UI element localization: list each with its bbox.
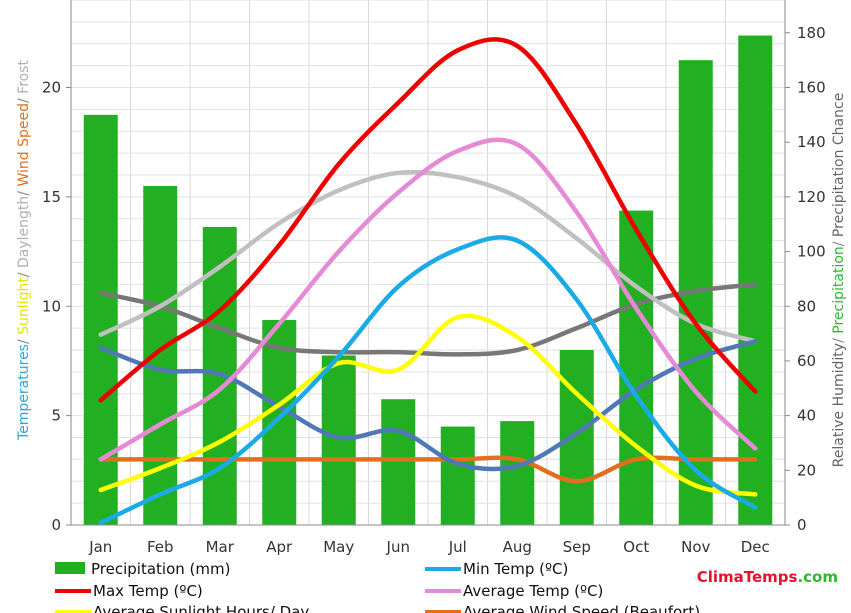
legend: Precipitation (mm) Min Temp (ºC) Max Temp … — [55, 560, 700, 613]
unlabeled-line — [98, 282, 758, 357]
precipitation-bar — [738, 35, 773, 525]
x-tick-label: Nov — [681, 538, 710, 556]
right-axis-title-part: Precipitation — [831, 246, 847, 334]
right-tick-label: 180 — [797, 24, 826, 42]
precipitation-bar — [619, 210, 654, 525]
legend-label: Max Temp (ºC) — [93, 582, 203, 600]
legend-label: Average Temp (ºC) — [463, 582, 603, 600]
brand-part: .com — [797, 568, 838, 586]
x-tick-label: Mar — [206, 538, 235, 556]
left-axis-title: Temperatures/ Sunlight/ Daylength/ Wind … — [16, 60, 32, 441]
x-tick-label: Apr — [266, 538, 293, 556]
average-sunlight-hours-day-line — [98, 313, 758, 497]
right-tick-label: 0 — [797, 516, 807, 534]
brand-part: Temps — [744, 568, 798, 586]
left-axis-title-part: / — [16, 335, 32, 344]
right-axis-title-part: Relative Humidity — [831, 343, 847, 467]
precipitation-bar — [262, 319, 297, 525]
right-tick-label: 80 — [797, 297, 816, 315]
legend-swatch — [55, 562, 85, 574]
right-tick-label: 140 — [797, 133, 826, 151]
average-temp-c-line — [98, 137, 758, 462]
legend-label: Average Sunlight Hours/ Day — [93, 603, 309, 613]
left-axis-title-part: Daylength — [16, 196, 32, 268]
right-tick-label: 100 — [797, 243, 826, 261]
left-axis-title-part: Frost — [16, 60, 32, 94]
x-tick-label: Jan — [88, 538, 112, 556]
min-temp-c-line — [98, 235, 758, 526]
average-wind-speed-beaufort-line — [98, 455, 758, 484]
right-tick-label: 40 — [797, 407, 816, 425]
right-axis-title-part: / — [831, 334, 847, 343]
precipitation-bar — [381, 399, 416, 525]
left-tick-label: 15 — [42, 188, 61, 206]
left-axis-title-part: / — [16, 268, 32, 277]
x-tick-label: May — [323, 538, 354, 556]
unlabeled-line — [98, 339, 758, 472]
left-tick-label: 0 — [51, 516, 61, 534]
precipitation-bar — [440, 426, 475, 525]
x-tick-label: Aug — [503, 538, 532, 556]
x-tick-label: Sep — [563, 538, 591, 556]
right-tick-label: 120 — [797, 188, 826, 206]
max-temp-c-line — [98, 37, 758, 403]
x-tick-label: Jun — [386, 538, 410, 556]
precipitation-bar — [83, 114, 118, 525]
left-axis-title-part: / — [16, 94, 32, 103]
legend-label: Precipitation (mm) — [91, 560, 230, 578]
brand-part: Clima — [697, 568, 744, 586]
right-tick-label: 20 — [797, 461, 816, 479]
legend-label: Average Wind Speed (Beaufort) — [463, 603, 700, 613]
right-axis-title-part: / — [831, 237, 847, 246]
precipitation-bar — [321, 355, 356, 525]
left-tick-label: 5 — [51, 407, 61, 425]
series-lines — [98, 37, 758, 526]
x-tick-label: Oct — [623, 538, 649, 556]
brand-logo: ClimaTemps.com — [697, 568, 838, 586]
precipitation-bar — [559, 350, 594, 525]
precipitation-bar — [500, 421, 535, 525]
right-tick-label: 160 — [797, 79, 826, 97]
x-tick-label: Jul — [448, 538, 467, 556]
right-tick-label: 60 — [797, 352, 816, 370]
left-tick-label: 10 — [42, 297, 61, 315]
left-axis-title-part: Sunlight — [16, 277, 32, 335]
x-tick-label: Dec — [741, 538, 770, 556]
right-axis-title: Relative Humidity/ Precipitation/ Precip… — [831, 93, 847, 468]
legend-label: Min Temp (ºC) — [463, 560, 568, 578]
left-axis-title-part: Temperatures — [16, 344, 32, 441]
left-axis-title-part: / — [16, 187, 32, 196]
axes: 0 5 10 15 20 0 20 40 60 80 100 120 140 160 180 Jan Feb Ma… — [16, 0, 847, 556]
left-tick-label: 20 — [42, 79, 61, 97]
x-tick-label: Feb — [147, 538, 174, 556]
right-axis-title-part: Precipitation Chance — [831, 93, 847, 237]
left-axis-title-part: Wind Speed — [16, 103, 32, 187]
